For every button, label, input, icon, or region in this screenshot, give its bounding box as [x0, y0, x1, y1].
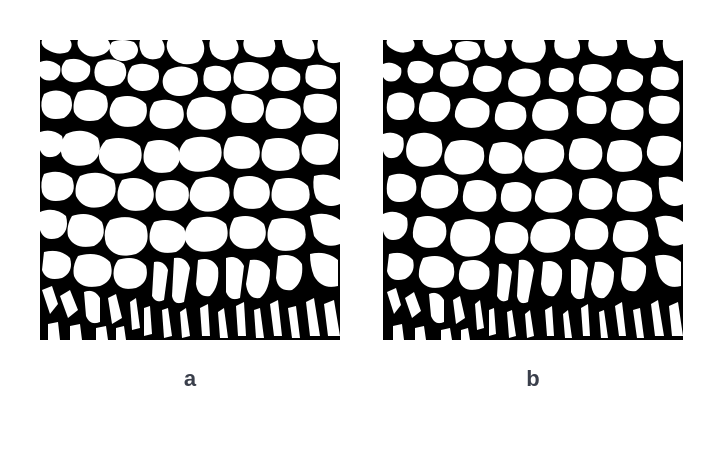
blob-group-b	[383, 40, 683, 340]
panel-label-a: a	[183, 366, 197, 391]
panel-label-b: b	[526, 366, 540, 391]
binary-image-a	[40, 40, 340, 340]
blob-group-a	[40, 40, 340, 340]
binary-pattern-a	[40, 40, 340, 340]
binary-pattern-b	[383, 40, 683, 340]
binary-image-b	[383, 40, 683, 340]
